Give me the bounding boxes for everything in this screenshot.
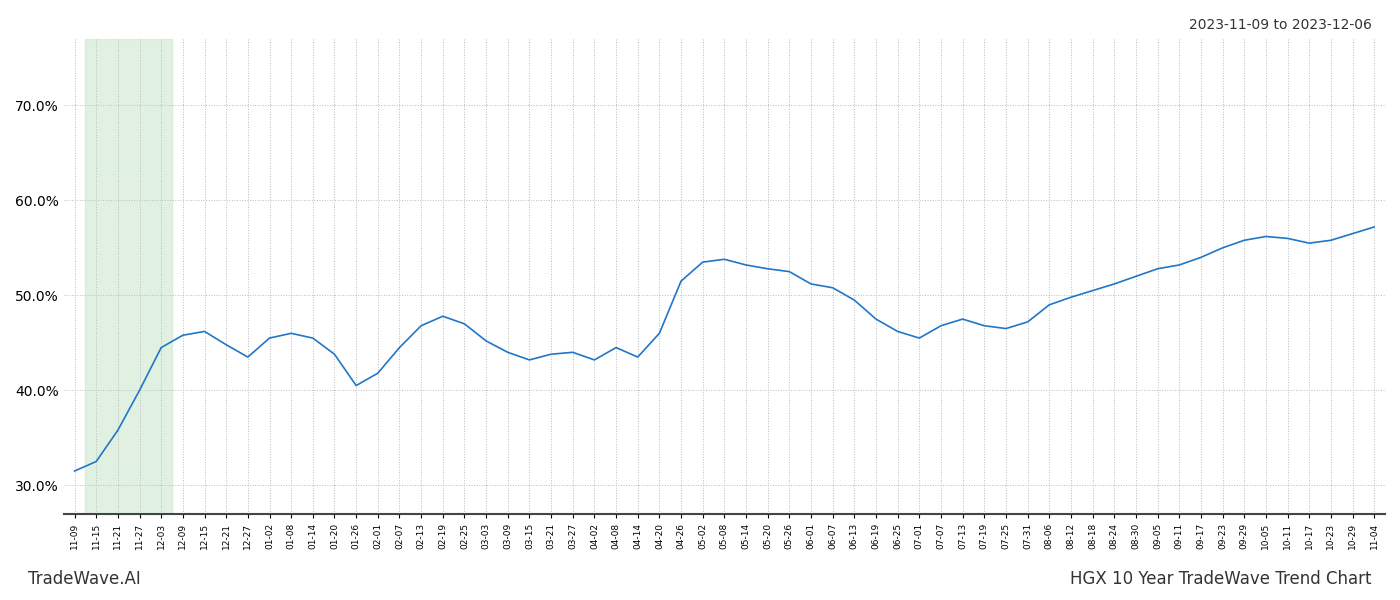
Text: 2023-11-09 to 2023-12-06: 2023-11-09 to 2023-12-06 <box>1189 18 1372 32</box>
Bar <box>85 39 172 514</box>
Text: HGX 10 Year TradeWave Trend Chart: HGX 10 Year TradeWave Trend Chart <box>1071 570 1372 588</box>
Text: TradeWave.AI: TradeWave.AI <box>28 570 141 588</box>
